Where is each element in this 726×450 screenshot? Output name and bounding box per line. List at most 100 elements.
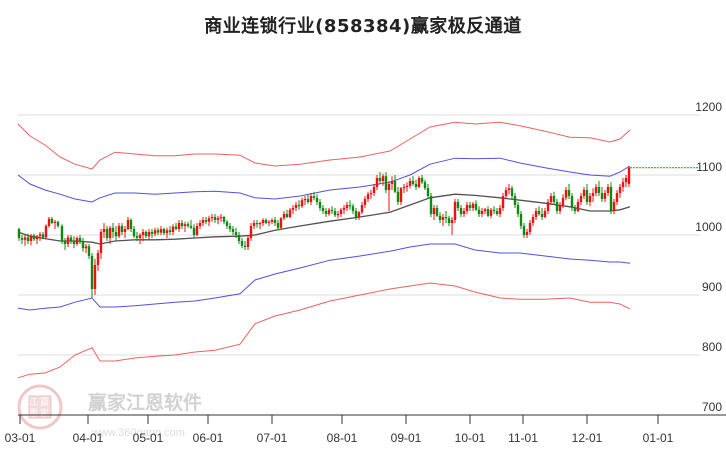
candle	[81, 241, 85, 249]
candle	[153, 230, 157, 234]
candle	[528, 223, 532, 232]
candle	[399, 188, 403, 202]
candle	[597, 187, 601, 193]
candle	[20, 238, 24, 240]
candle	[267, 221, 271, 223]
candle	[564, 190, 568, 198]
candle	[198, 223, 202, 226]
candle	[294, 205, 298, 208]
candle	[357, 212, 361, 217]
candle	[132, 229, 136, 237]
candle	[105, 229, 109, 238]
candle	[69, 237, 73, 241]
channel-bands	[17, 121, 631, 379]
candle	[363, 199, 367, 205]
candle	[258, 223, 262, 225]
x-tick-04-01: 04-01	[73, 431, 104, 445]
candle	[270, 220, 274, 222]
candle	[35, 236, 39, 240]
candle	[540, 214, 544, 217]
candle	[195, 226, 199, 235]
x-tick-05-01: 05-01	[133, 431, 164, 445]
candle	[210, 217, 214, 219]
candle	[525, 232, 529, 235]
candle	[99, 232, 103, 253]
candle	[435, 208, 439, 216]
candle	[522, 226, 526, 235]
candle	[486, 209, 490, 216]
candle	[216, 218, 220, 220]
candle	[72, 241, 76, 244]
candle	[213, 217, 217, 220]
candle	[156, 230, 160, 233]
candle	[579, 196, 583, 202]
candle	[252, 223, 256, 226]
candle	[459, 208, 463, 214]
candle	[276, 223, 280, 228]
candle	[468, 205, 472, 208]
y-axis: 700 800 900 1000 1100 1200	[695, 100, 722, 414]
candle	[330, 209, 334, 211]
candle	[53, 221, 57, 223]
y-tick-1000: 1000	[695, 220, 722, 234]
svg-text:江: 江	[29, 397, 38, 408]
candle	[582, 190, 586, 196]
y-tick-1200: 1200	[695, 100, 722, 114]
candle	[483, 209, 487, 211]
candle	[600, 193, 604, 199]
candle	[513, 196, 517, 205]
candle	[29, 235, 33, 241]
candle	[38, 234, 42, 237]
candle	[405, 185, 409, 187]
candle	[192, 227, 196, 235]
candle	[501, 196, 505, 208]
candle	[237, 235, 241, 241]
candle	[56, 221, 60, 226]
candle	[438, 215, 442, 220]
y-tick-1100: 1100	[696, 160, 722, 174]
candle	[114, 232, 118, 237]
candle	[129, 220, 133, 229]
candle	[477, 209, 481, 214]
candle	[369, 193, 373, 195]
band-lower_outer	[17, 282, 631, 379]
candle	[309, 196, 313, 202]
candle	[576, 202, 580, 211]
candle	[75, 238, 79, 244]
candle	[417, 178, 421, 187]
candle	[141, 232, 145, 235]
candle	[297, 205, 301, 207]
candle	[318, 202, 322, 208]
candle	[288, 209, 292, 217]
x-tick-11-01: 11-01	[508, 431, 538, 445]
candle	[552, 196, 556, 202]
candle	[246, 238, 250, 247]
candle	[168, 230, 172, 232]
candle	[492, 209, 496, 211]
chart-title: 商业连锁行业(858384)赢家极反通道	[204, 16, 522, 37]
candle	[66, 237, 70, 244]
x-tick-06-01: 06-01	[193, 431, 224, 445]
band-lower_inner	[17, 243, 631, 311]
candle	[180, 223, 184, 226]
candle	[315, 197, 319, 202]
candle	[44, 226, 48, 238]
candle	[444, 217, 448, 219]
candle	[627, 167, 631, 184]
candle	[402, 187, 406, 189]
candle	[408, 181, 412, 186]
candle	[531, 217, 535, 223]
candle	[231, 229, 235, 232]
candle	[429, 196, 433, 214]
candle	[123, 229, 127, 232]
candle	[183, 224, 187, 226]
candle	[279, 218, 283, 228]
candle	[495, 211, 499, 214]
candle	[366, 194, 370, 199]
candle	[432, 208, 436, 214]
candle	[390, 181, 394, 184]
candle	[510, 188, 514, 196]
watermark: 江赢恩家 赢家江恩软件 www.360gann.com	[17, 384, 202, 439]
gridlines	[18, 114, 700, 356]
candle	[360, 205, 364, 213]
